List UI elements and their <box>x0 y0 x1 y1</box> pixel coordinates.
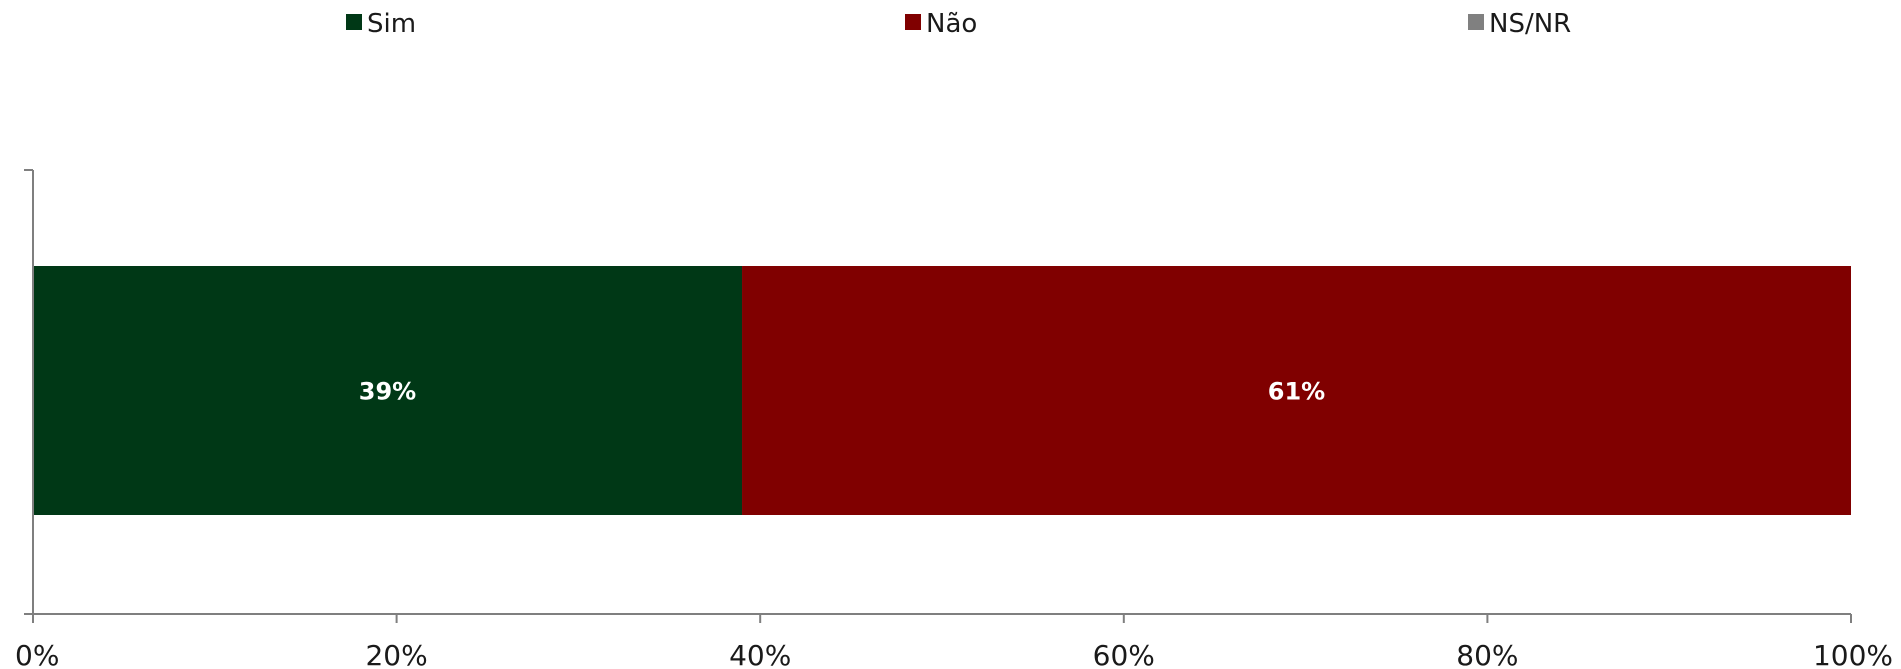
bar-nao <box>742 266 1851 515</box>
plot-area: 39% 61% <box>33 266 1851 515</box>
x-tick-label: 80% <box>1456 639 1518 669</box>
bar-sim <box>33 266 743 515</box>
x-tick-label: 0% <box>15 639 59 669</box>
data-label-sim: 39% <box>359 378 416 406</box>
legend-label-nao: Não <box>926 9 977 39</box>
x-tick-label: 60% <box>1093 639 1155 669</box>
data-label-nao: 61% <box>1268 378 1325 406</box>
x-tick-label: 40% <box>729 639 791 669</box>
x-tick-label: 100% <box>1813 639 1893 669</box>
x-axis: 0% 20% 40% 60% 80% 100% <box>15 169 1893 669</box>
legend-swatch-sim <box>346 14 362 30</box>
x-tick-label: 20% <box>365 639 427 669</box>
legend-swatch-nao <box>905 14 921 30</box>
legend-swatch-ns-nr <box>1468 14 1484 30</box>
legend-label-ns-nr: NS/NR <box>1489 9 1571 39</box>
legend: Sim Não NS/NR <box>346 9 1571 39</box>
legend-label-sim: Sim <box>367 9 416 39</box>
